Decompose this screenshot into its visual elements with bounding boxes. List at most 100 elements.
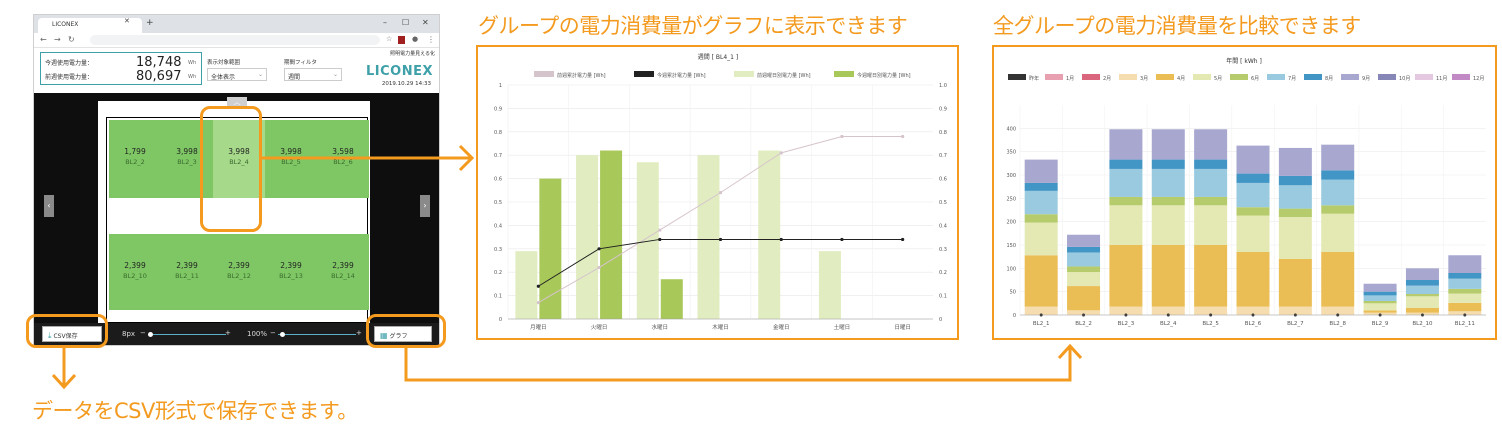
stacked-bar-segment bbox=[1278, 306, 1312, 315]
group-cell-BL2_3[interactable]: 3,998 BL2_3 bbox=[161, 120, 213, 198]
week-usage-label: 今週使用電力量： bbox=[45, 60, 94, 67]
scroll-right-button[interactable]: › bbox=[420, 195, 430, 217]
bar-prev-week bbox=[758, 150, 781, 319]
x-tick-label: 木曜日 bbox=[712, 323, 729, 331]
menu-icon[interactable]: ⋮ bbox=[427, 35, 435, 44]
scroll-up-button[interactable]: ︿ bbox=[227, 97, 247, 107]
stacked-bar-segment bbox=[1405, 280, 1439, 286]
group-cell-BL2_4[interactable]: 3,998 BL2_4 bbox=[213, 120, 265, 198]
line-point bbox=[840, 237, 844, 242]
legend-label: 8月 bbox=[1325, 76, 1333, 82]
stacked-bar-segment bbox=[1448, 278, 1482, 289]
stacked-bar-segment bbox=[1363, 303, 1397, 311]
display-target-label: 表示対象範囲 bbox=[207, 60, 241, 66]
line-point bbox=[840, 134, 844, 139]
cell-name: BL2_6 bbox=[333, 158, 353, 166]
tab-title: LICONEX bbox=[52, 21, 79, 28]
group-cell-BL2_13[interactable]: 2,399 BL2_13 bbox=[265, 234, 317, 310]
graph-button[interactable]: ▦ グラフ bbox=[374, 326, 432, 342]
legend-label: 前週累計電力量 [Wh] bbox=[557, 72, 606, 79]
stacked-bar-segment bbox=[1448, 273, 1482, 279]
group-cell-BL2_10[interactable]: 2,399 BL2_10 bbox=[109, 234, 161, 310]
display-target-select[interactable]: 全体表示 ⌄ bbox=[207, 68, 267, 81]
arrow-head-csv bbox=[51, 373, 77, 390]
stacked-bar-segment bbox=[1405, 294, 1439, 297]
legend-swatch bbox=[1378, 74, 1396, 80]
reload-icon[interactable]: ↻ bbox=[68, 35, 75, 44]
scroll-left-button[interactable]: ‹ bbox=[44, 195, 54, 217]
back-icon[interactable]: ← bbox=[40, 35, 47, 44]
group-cell-BL2_12[interactable]: 2,399 BL2_12 bbox=[213, 234, 265, 310]
stacked-bar-segment bbox=[1067, 234, 1101, 247]
stacked-bar-segment bbox=[1109, 129, 1143, 160]
stacked-bar-segment bbox=[1321, 179, 1355, 206]
account-icon[interactable]: ● bbox=[412, 35, 419, 43]
csv-save-button[interactable]: ⤓ CSV保存 bbox=[42, 326, 102, 342]
group-cell-BL2_14[interactable]: 2,399 BL2_14 bbox=[317, 234, 369, 310]
forward-icon[interactable]: → bbox=[54, 35, 61, 44]
cell-name: BL2_10 bbox=[123, 272, 147, 280]
x-tick-label: BL2_11 bbox=[1455, 321, 1475, 327]
group-cell-BL2_2[interactable]: 1,799 BL2_2 bbox=[109, 120, 161, 198]
stacked-bar-segment bbox=[1321, 306, 1355, 315]
x-tick-label: 水曜日 bbox=[652, 323, 669, 331]
stacked-bar-segment bbox=[1321, 252, 1355, 307]
line-point bbox=[718, 237, 723, 242]
yearly-chart-panel: 年間 [ kWh ] 昨年 1月 2月 3月 4月 5月 6月 7月 8月 9月 10月 11月 12月 0… bbox=[992, 45, 1497, 340]
size-plus[interactable]: + bbox=[225, 329, 231, 337]
zoom-minus[interactable]: − bbox=[270, 329, 276, 337]
y2-tick-label: 0.3 bbox=[939, 247, 947, 253]
browser-tab[interactable]: LICONEX bbox=[38, 18, 142, 33]
stacked-bar-segment bbox=[1448, 311, 1482, 315]
legend-label: 2月 bbox=[1103, 76, 1111, 82]
stacked-bar-segment bbox=[1278, 185, 1312, 209]
group-cell-BL2_11[interactable]: 2,399 BL2_11 bbox=[161, 234, 213, 310]
stacked-bar-segment bbox=[1236, 252, 1270, 307]
close-tab-icon[interactable]: ✕ bbox=[124, 17, 130, 25]
x-tick-label: BL2_7 bbox=[1287, 321, 1304, 327]
y2-tick-label: 0.4 bbox=[939, 223, 947, 229]
line-point bbox=[658, 237, 662, 242]
close-window-icon[interactable]: ✕ bbox=[422, 18, 429, 27]
size-slider-handle[interactable] bbox=[148, 332, 153, 337]
stacked-bar-segment bbox=[1321, 144, 1355, 171]
prev-usage-value: 80,697 bbox=[136, 69, 182, 84]
y2-tick-label: 0.5 bbox=[939, 200, 947, 206]
y-tick-label: 0.9 bbox=[494, 106, 502, 112]
period-filter-select[interactable]: 週間 ⌄ bbox=[284, 68, 342, 81]
y-tick-label: 0.6 bbox=[494, 177, 502, 183]
x-tick-label: BL2_4 bbox=[1160, 321, 1177, 327]
legend-swatch bbox=[534, 71, 554, 77]
zoom-slider-track[interactable] bbox=[278, 334, 356, 335]
minimize-icon[interactable]: – bbox=[383, 18, 387, 27]
y-tick-label: 0 bbox=[499, 317, 502, 323]
stacked-bar-segment bbox=[1194, 168, 1228, 197]
extension-icon[interactable] bbox=[398, 36, 405, 44]
bar-prev-week bbox=[515, 251, 538, 319]
zoom-slider-handle[interactable] bbox=[280, 332, 285, 337]
size-minus[interactable]: − bbox=[140, 329, 146, 337]
x-tick-label: BL2_3 bbox=[1118, 321, 1135, 327]
y2-tick-label: 0.6 bbox=[939, 177, 947, 183]
stacked-bar-segment bbox=[1236, 173, 1270, 183]
stacked-bar-segment bbox=[1024, 214, 1058, 223]
stacked-bar-segment bbox=[1405, 296, 1439, 308]
bar-this-week bbox=[600, 150, 623, 319]
legend-label: 11月 bbox=[1436, 76, 1447, 82]
datetime: 2019.10.29 14:33 bbox=[381, 81, 431, 87]
stacked-bar-segment bbox=[1151, 205, 1185, 245]
line-point bbox=[779, 237, 783, 242]
stacked-bar-segment bbox=[1278, 147, 1312, 176]
url-field[interactable] bbox=[90, 35, 380, 45]
stacked-bar-segment bbox=[1278, 175, 1312, 186]
maximize-icon[interactable]: ☐ bbox=[402, 18, 410, 27]
bookmark-star-icon[interactable]: ☆ bbox=[386, 35, 393, 43]
y-tick-label: 300 bbox=[1006, 173, 1016, 179]
new-tab-icon[interactable]: + bbox=[146, 18, 154, 28]
x-tick-label: BL2_10 bbox=[1412, 321, 1433, 327]
size-slider-track[interactable] bbox=[148, 334, 226, 335]
x-tick-label: BL2_9 bbox=[1372, 321, 1389, 327]
y-tick-label: 350 bbox=[1006, 150, 1016, 156]
zoom-plus[interactable]: + bbox=[356, 329, 362, 337]
highlight-ring-graph bbox=[366, 314, 446, 348]
